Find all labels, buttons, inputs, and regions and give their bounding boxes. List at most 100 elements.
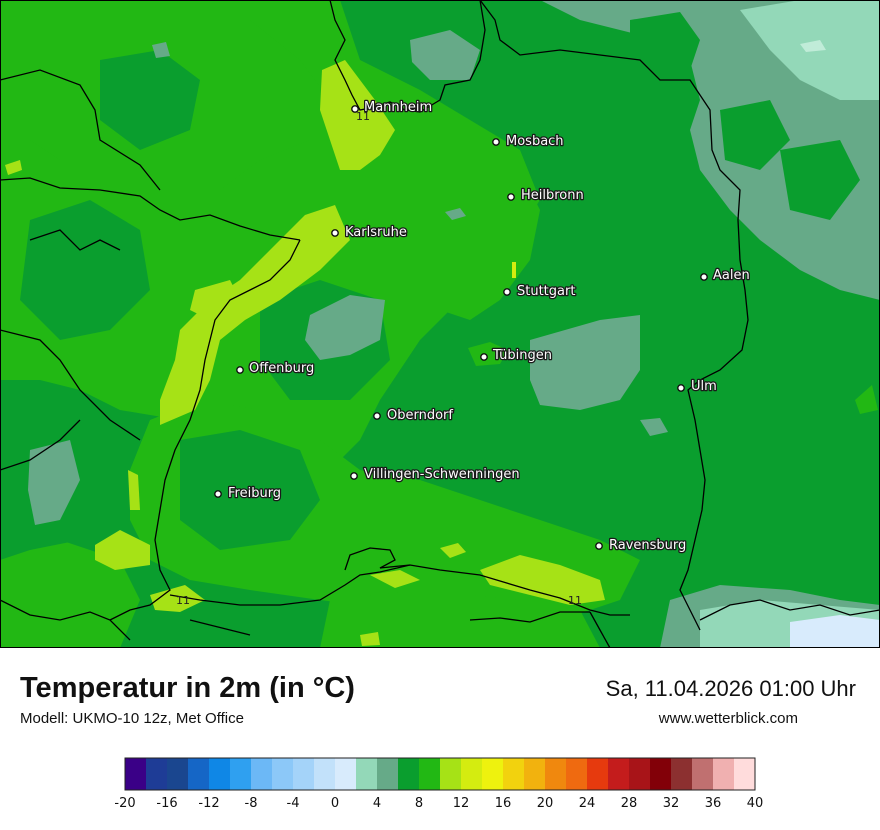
city-label-ravensburg: Ravensburg bbox=[609, 538, 686, 553]
city-label-karlsruhe: Karlsruhe bbox=[345, 225, 407, 240]
legend-tick-label: 8 bbox=[415, 796, 423, 811]
temp-zone-14 bbox=[512, 262, 516, 278]
state-border bbox=[329, 0, 486, 113]
temp-zone-4 bbox=[305, 295, 385, 360]
legend-swatch bbox=[713, 758, 735, 790]
temp-zone-12 bbox=[440, 543, 466, 558]
temp-zone-12 bbox=[160, 205, 350, 425]
temp-zone-10 bbox=[468, 342, 508, 366]
region-border bbox=[699, 599, 880, 621]
legend-swatches bbox=[124, 757, 756, 791]
temp-zone-12 bbox=[190, 280, 240, 320]
legend-tick-label: 40 bbox=[747, 796, 764, 811]
legend-ticks: -20 -16 -12 -8 -4 0 4 8 12 16 20 24 28 32 36 40 bbox=[114, 796, 763, 811]
legend-swatch bbox=[230, 758, 252, 790]
city-label-stuttgart: Stuttgart bbox=[517, 284, 575, 299]
region-border bbox=[189, 619, 251, 636]
legend-tick-label: -8 bbox=[245, 796, 258, 811]
legend-swatch bbox=[608, 758, 630, 790]
city-markers bbox=[214, 105, 708, 550]
color-legend: -20 -16 -12 -8 -4 0 4 8 12 16 20 24 28 32 36 40 bbox=[114, 757, 763, 811]
country-border bbox=[344, 547, 411, 571]
temperature-map: 11 11 11 Mannheim Mosbach Heilbronn Karl… bbox=[0, 0, 880, 648]
city-dot bbox=[677, 384, 685, 392]
temp-zone-0 bbox=[800, 40, 826, 52]
legend-swatch bbox=[587, 758, 609, 790]
legend-swatch bbox=[419, 758, 441, 790]
city-label-villingen-schwenningen: Villingen-Schwenningen bbox=[364, 467, 520, 482]
temp-zone-4 bbox=[410, 30, 480, 80]
legend-swatch bbox=[272, 758, 294, 790]
city-dot bbox=[503, 288, 511, 296]
country-border bbox=[169, 564, 630, 616]
temp-zone-10 bbox=[855, 385, 878, 414]
temp-zone-4 bbox=[28, 440, 80, 525]
city-label-oberndorf: Oberndorf bbox=[387, 408, 453, 423]
legend-swatch bbox=[293, 758, 315, 790]
region-border bbox=[0, 419, 81, 471]
legend-tick-label: -4 bbox=[287, 796, 300, 811]
temp-zone-12 bbox=[128, 470, 140, 510]
isoline-label: 11 bbox=[356, 110, 370, 123]
temp-zone-4 bbox=[640, 418, 668, 436]
legend-swatch bbox=[671, 758, 693, 790]
website-link[interactable]: www.wetterblick.com bbox=[658, 710, 798, 727]
map-footer: Temperatur in 2m (in °C) Modell: UKMO-10… bbox=[0, 648, 880, 830]
city-dot bbox=[331, 229, 339, 237]
map-title: Temperatur in 2m (in °C) bbox=[20, 672, 355, 704]
city-dot bbox=[507, 193, 515, 201]
temp-zone-12 bbox=[150, 585, 205, 612]
legend-frame bbox=[124, 757, 756, 791]
legend-swatch bbox=[251, 758, 273, 790]
forecast-datetime: Sa, 11.04.2026 01:00 Uhr bbox=[605, 676, 856, 701]
city-dot bbox=[373, 412, 381, 420]
model-info: Modell: UKMO-10 12z, Met Office bbox=[20, 710, 244, 727]
region-border bbox=[589, 611, 611, 648]
temp-zone-8 bbox=[720, 100, 790, 170]
legend-tick-label: -20 bbox=[114, 796, 135, 811]
temp-zone-8 bbox=[20, 200, 150, 340]
temp-zone-8 bbox=[100, 50, 200, 150]
borders bbox=[0, 0, 880, 648]
temp-zone-8 bbox=[630, 12, 700, 70]
city-dot bbox=[595, 542, 603, 550]
legend-tick-label: 4 bbox=[373, 796, 381, 811]
temp-zone-12 bbox=[360, 632, 380, 646]
legend-swatch bbox=[377, 758, 399, 790]
city-label-mannheim: Mannheim bbox=[364, 100, 432, 115]
legend-swatch bbox=[440, 758, 462, 790]
legend-swatch bbox=[482, 758, 504, 790]
temp-zone-10 bbox=[0, 540, 140, 648]
city-label-mosbach: Mosbach bbox=[506, 134, 564, 149]
region-border bbox=[469, 611, 590, 623]
region-border bbox=[29, 229, 121, 251]
region-border bbox=[0, 329, 141, 441]
temp-zone-12 bbox=[5, 160, 22, 175]
city-dot bbox=[350, 472, 358, 480]
legend-swatch bbox=[566, 758, 588, 790]
temp-zone-12 bbox=[480, 555, 605, 605]
legend-swatch bbox=[692, 758, 714, 790]
temp-zone-12 bbox=[370, 570, 420, 588]
city-label-ulm: Ulm bbox=[691, 379, 717, 394]
state-border bbox=[479, 0, 749, 631]
temp-zone-12 bbox=[320, 60, 395, 170]
city-label-tuebingen: Tübingen bbox=[492, 348, 552, 363]
temp-zone-8 bbox=[780, 140, 860, 220]
temp-zone-12 bbox=[95, 530, 150, 570]
city-dot bbox=[214, 490, 222, 498]
legend-swatch bbox=[461, 758, 483, 790]
legend-swatch bbox=[545, 758, 567, 790]
legend-tick-label: 0 bbox=[331, 796, 339, 811]
legend-swatch bbox=[188, 758, 210, 790]
legend-swatch bbox=[209, 758, 231, 790]
legend-swatch bbox=[524, 758, 546, 790]
city-labels: Mannheim Mosbach Heilbronn Karlsruhe Aal… bbox=[227, 99, 751, 555]
temp-zone-10 bbox=[320, 590, 600, 648]
city-label-aalen: Aalen bbox=[713, 268, 750, 283]
temp-zone-4 bbox=[445, 208, 466, 220]
legend-swatch bbox=[503, 758, 525, 790]
legend-swatch bbox=[734, 758, 756, 790]
region-border bbox=[0, 599, 131, 641]
isoline-label: 11 bbox=[176, 594, 190, 607]
